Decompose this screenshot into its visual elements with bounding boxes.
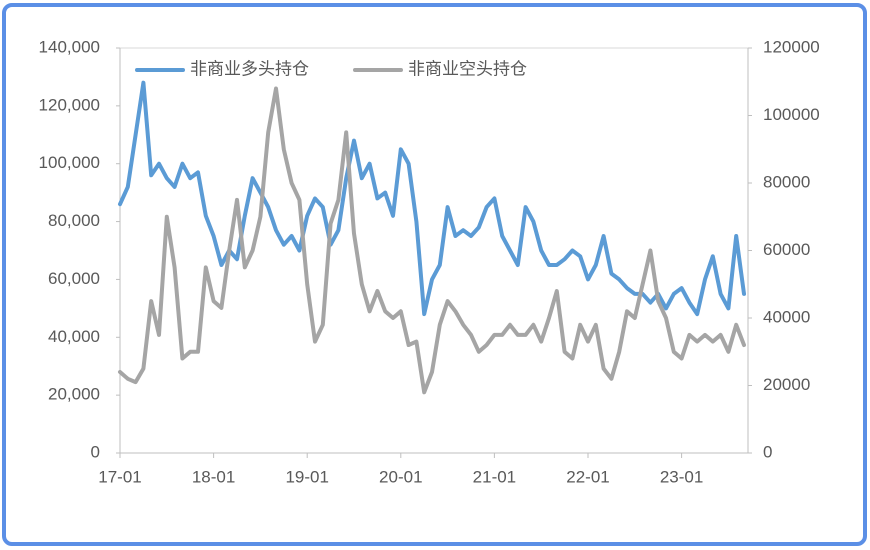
y2-tick-label: 120000 — [763, 37, 820, 56]
y-tick-label: 20,000 — [48, 385, 100, 404]
x-tick-label: 17-01 — [98, 467, 141, 486]
y-tick-label: 80,000 — [48, 211, 100, 230]
legend-label: 非商业多头持仓 — [190, 59, 309, 78]
y-tick-label: 100,000 — [39, 153, 100, 172]
y-tick-label: 60,000 — [48, 269, 100, 288]
x-tick-label: 20-01 — [379, 467, 422, 486]
x-tick-label: 18-01 — [192, 467, 235, 486]
y2-tick-label: 40000 — [763, 307, 810, 326]
x-tick-label: 22-01 — [566, 467, 609, 486]
y-tick-label: 0 — [91, 442, 100, 461]
y2-tick-label: 20000 — [763, 375, 810, 394]
series-line — [118, 86, 746, 395]
legend-label: 非商业空头持仓 — [408, 59, 527, 78]
y-tick-label: 40,000 — [48, 327, 100, 346]
y2-tick-label: 60000 — [763, 240, 810, 259]
x-tick-label: 23-01 — [660, 467, 703, 486]
y2-tick-label: 100000 — [763, 105, 820, 124]
x-tick-label: 19-01 — [285, 467, 328, 486]
x-tick-label: 21-01 — [473, 467, 516, 486]
y2-tick-label: 0 — [763, 442, 772, 461]
y-tick-label: 120,000 — [39, 95, 100, 114]
y2-tick-label: 80000 — [763, 172, 810, 191]
y-tick-label: 140,000 — [39, 37, 100, 56]
